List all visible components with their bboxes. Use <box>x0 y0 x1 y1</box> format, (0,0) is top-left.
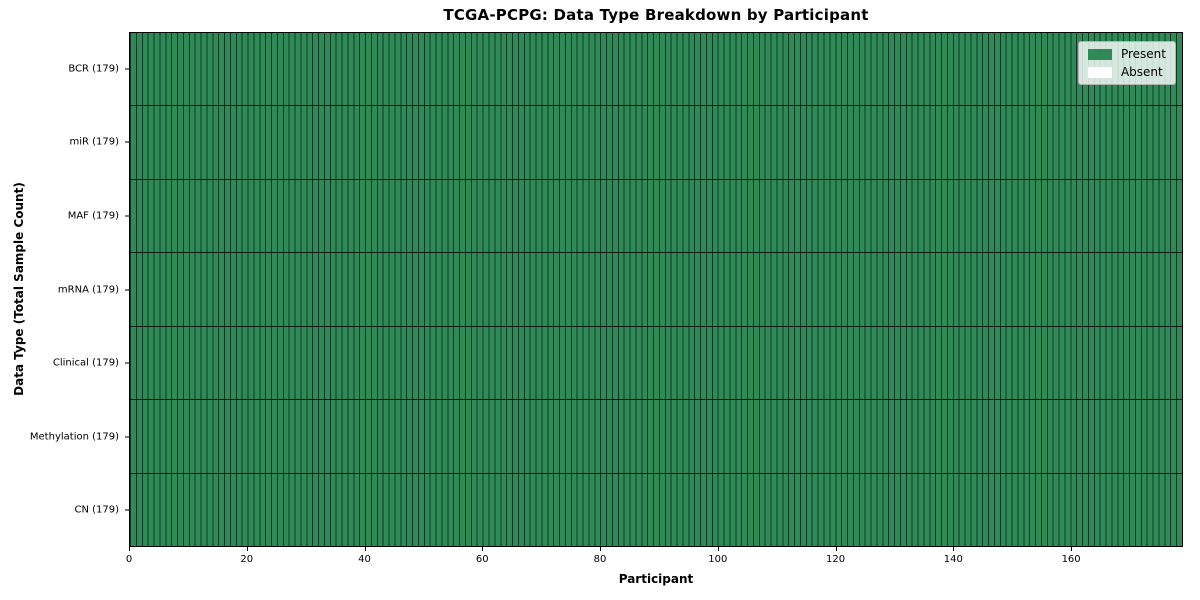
y-tick-mark <box>125 436 129 438</box>
x-tick-label: 60 <box>475 554 489 565</box>
heatmap-row-clinical <box>130 326 1182 401</box>
heatmap-row-cn <box>130 473 1182 546</box>
x-tick-mark <box>600 547 602 551</box>
x-tick-label: 20 <box>240 554 254 565</box>
x-tick-mark <box>1071 547 1073 551</box>
x-tick-label: 120 <box>826 554 846 565</box>
legend-item-absent: Absent <box>1087 65 1166 79</box>
plot-area: Present Absent <box>129 32 1183 547</box>
x-tick-label: 100 <box>708 554 728 565</box>
y-tick-label-mrna: mRNA (179) <box>57 284 119 295</box>
x-tick-mark <box>835 547 837 551</box>
heatmap-rows <box>130 33 1182 546</box>
legend-item-present: Present <box>1087 47 1166 61</box>
legend-label-absent: Absent <box>1120 65 1163 79</box>
x-axis: 0 20 40 60 80 100 120 140 160 <box>125 547 1183 569</box>
heatmap-row-bcr <box>130 33 1182 107</box>
y-tick-label-clinical: Clinical (179) <box>52 357 119 369</box>
y-tick-label-bcr: BCR (179) <box>68 63 119 75</box>
y-tick-label-methylation: Methylation (179) <box>29 431 119 443</box>
y-tick-mark <box>125 68 129 70</box>
y-tick-mark <box>125 289 129 290</box>
x-tick-label: 160 <box>1061 554 1081 565</box>
legend-swatch-present <box>1087 48 1112 60</box>
y-tick-label-mir: miR (179) <box>69 136 119 148</box>
heatmap-row-mrna <box>130 253 1182 327</box>
legend-label-present: Present <box>1120 47 1166 61</box>
heatmap-row-maf <box>130 179 1182 254</box>
x-tick-label: 0 <box>125 554 133 565</box>
y-tick-mark <box>125 509 129 511</box>
x-tick-mark <box>482 547 484 551</box>
y-tick-label-cn: CN (179) <box>74 504 119 516</box>
x-tick-label: 140 <box>943 554 963 565</box>
y-tick-mark <box>125 215 129 217</box>
y-axis: BCR (179) miR (179) MAF (179) mRNA (179) Cli… <box>0 32 129 547</box>
y-tick-mark <box>125 362 129 364</box>
y-tick-label-maf: MAF (179) <box>67 210 119 222</box>
x-tick-label: 80 <box>593 554 607 565</box>
chart-title: TCGA-PCPG: Data Type Breakdown by Partic… <box>443 6 869 24</box>
x-tick-mark <box>953 547 955 551</box>
x-tick-mark <box>129 547 130 551</box>
y-tick-mark <box>125 141 129 143</box>
x-tick-mark <box>246 547 248 551</box>
heatmap-row-mir <box>130 106 1182 180</box>
heatmap-row-methylation <box>130 400 1182 474</box>
x-tick-mark <box>364 547 366 551</box>
x-axis-label: Participant <box>618 572 694 586</box>
x-tick-label: 40 <box>358 554 371 565</box>
x-tick-mark <box>717 547 719 551</box>
legend: Present Absent <box>1077 41 1176 85</box>
legend-swatch-absent <box>1087 66 1112 78</box>
